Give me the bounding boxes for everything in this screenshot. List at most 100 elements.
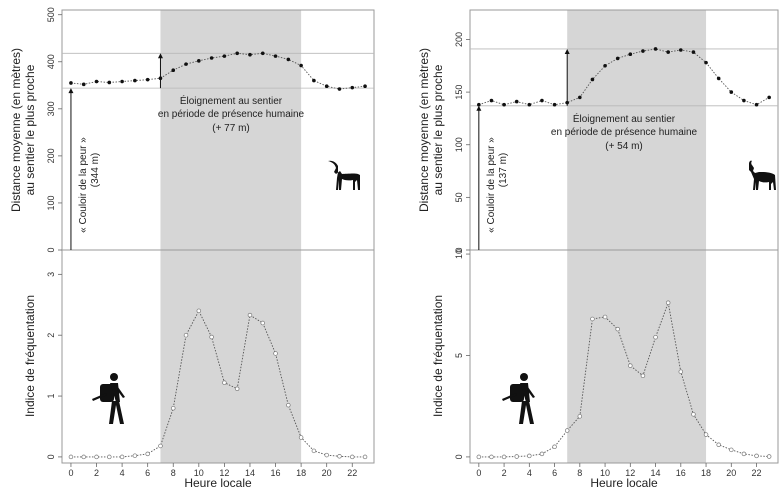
- y-tick-label-bottom-left: 3: [46, 272, 56, 277]
- data-point-top-right: [679, 48, 683, 52]
- x-tick-label-bottom-right: 20: [726, 468, 736, 478]
- ibex-icon: [328, 160, 360, 190]
- corridor-label-left-line1: « Couloir de la peur »: [78, 137, 89, 233]
- data-point-top-right: [578, 95, 582, 100]
- data-point-bottom-left: [286, 402, 291, 408]
- y-tick-label-bottom-right: 5: [454, 353, 464, 358]
- y-tick-label-top-left: 100: [46, 195, 56, 210]
- data-point-top-left: [145, 77, 150, 82]
- data-point-top-left: [248, 52, 252, 57]
- data-point-top-left: [363, 84, 367, 89]
- y-tick-label-top-right: 150: [454, 85, 464, 100]
- data-point-top-left: [133, 78, 137, 83]
- data-point-top-right: [489, 98, 494, 103]
- data-point-bottom-left: [132, 453, 138, 458]
- data-point-bottom-right: [716, 442, 721, 447]
- corridor-arrow-head-top-left: [68, 88, 74, 94]
- data-point-top-right: [477, 102, 481, 107]
- data-point-bottom-right: [653, 334, 658, 340]
- data-point-top-left: [158, 76, 163, 81]
- corridor-label-right-line2: (137 m): [498, 153, 509, 187]
- data-point-top-left: [222, 54, 227, 58]
- shaded-band-top-left: [160, 10, 302, 250]
- x-tick-label-bottom-left: 22: [347, 468, 357, 478]
- x-tick-label-bottom-left: 0: [68, 468, 73, 478]
- shift-arrow-head-top-right: [564, 48, 570, 54]
- corridor-label-right-line1: « Couloir de la peur »: [486, 137, 497, 233]
- plot-frame-bottom-right: [469, 249, 779, 464]
- x-tick-label-bottom-right: 16: [676, 468, 686, 478]
- data-point-bottom-left: [170, 405, 176, 411]
- y-axis-title-top-left-line1: Distance moyenne (en mètres): [9, 48, 23, 212]
- data-point-bottom-left: [260, 320, 266, 326]
- data-point-top-right: [641, 49, 645, 53]
- shaded-band-bottom-right: [567, 250, 707, 463]
- data-point-top-left: [324, 84, 329, 89]
- x-tick-label-bottom-right: 0: [476, 468, 481, 478]
- y-tick-label-bottom-left: 1: [46, 394, 56, 399]
- data-point-top-right: [603, 63, 607, 68]
- data-point-bottom-left: [158, 443, 163, 449]
- data-point-bottom-left: [183, 332, 189, 338]
- data-point-bottom-right: [741, 451, 747, 457]
- data-point-bottom-right: [564, 428, 570, 433]
- data-point-top-right: [666, 50, 670, 54]
- data-point-top-left: [299, 63, 303, 68]
- data-point-top-left: [120, 79, 124, 84]
- y-axis-title-bottom-left: Indice de fréquentation: [23, 295, 37, 417]
- data-point-bottom-right: [539, 451, 545, 457]
- data-point-top-left: [69, 81, 73, 85]
- data-point-top-right: [527, 102, 532, 107]
- x-tick-label-bottom-right: 18: [701, 468, 711, 478]
- shift-label-left-line1: Éloignement au sentier: [180, 94, 283, 107]
- data-point-top-right: [590, 77, 595, 82]
- data-point-top-left: [312, 78, 316, 83]
- data-point-bottom-right: [489, 454, 494, 460]
- data-point-top-right: [716, 76, 721, 81]
- x-tick-label-bottom-right: 22: [752, 468, 762, 478]
- corridor-arrow-head-top-right: [476, 105, 482, 111]
- data-point-bottom-right: [691, 412, 696, 417]
- data-point-top-right: [502, 102, 506, 107]
- data-point-bottom-right: [729, 447, 734, 453]
- series-line-top-left: [70, 52, 366, 90]
- right-panels: [469, 9, 779, 464]
- data-point-top-left: [184, 62, 188, 66]
- data-point-bottom-right: [577, 414, 583, 419]
- x-tick-label-bottom-left: 8: [171, 468, 176, 478]
- x-tick-label-bottom-left: 16: [271, 468, 281, 478]
- data-point-bottom-left: [68, 454, 74, 460]
- y-tick-label-top-left: 0: [46, 247, 56, 252]
- x-tick-label-bottom-right: 10: [600, 468, 610, 478]
- data-point-bottom-left: [107, 454, 112, 460]
- data-point-top-left: [350, 85, 355, 90]
- x-tick-label-bottom-left: 6: [145, 468, 150, 478]
- shift-label-right-line1: Éloignement au sentier: [573, 112, 676, 125]
- data-point-bottom-left: [298, 435, 304, 440]
- data-point-top-right: [691, 50, 696, 54]
- y-axis-title-top-right-line2: au sentier le plus proche: [431, 64, 445, 195]
- x-tick-label-bottom-left: 14: [245, 468, 255, 478]
- data-point-bottom-left: [324, 452, 329, 458]
- hiker-icon: [502, 373, 535, 424]
- data-point-bottom-left: [81, 454, 86, 460]
- shift-label-left-line3: (+ 77 m): [212, 123, 250, 134]
- data-point-top-left: [171, 68, 176, 73]
- data-point-top-left: [286, 57, 291, 62]
- data-point-top-left: [260, 51, 265, 56]
- data-point-top-left: [337, 87, 342, 91]
- data-point-bottom-left: [145, 451, 150, 457]
- shaded-band-top-right: [567, 10, 707, 250]
- data-point-top-right: [729, 90, 734, 94]
- x-tick-label-bottom-left: 4: [120, 468, 125, 478]
- x-axis-title-left: Heure locale: [184, 476, 252, 490]
- data-point-bottom-right: [665, 300, 671, 305]
- y-tick-label-bottom-right: 0: [454, 454, 464, 459]
- data-point-bottom-left: [94, 454, 99, 460]
- x-tick-label-bottom-right: 6: [552, 468, 557, 478]
- data-point-bottom-left: [311, 448, 317, 454]
- shift-label-left-line2: en période de présence humaine: [158, 109, 305, 120]
- y-tick-label-top-right: 100: [454, 137, 464, 152]
- data-point-bottom-left: [222, 380, 227, 385]
